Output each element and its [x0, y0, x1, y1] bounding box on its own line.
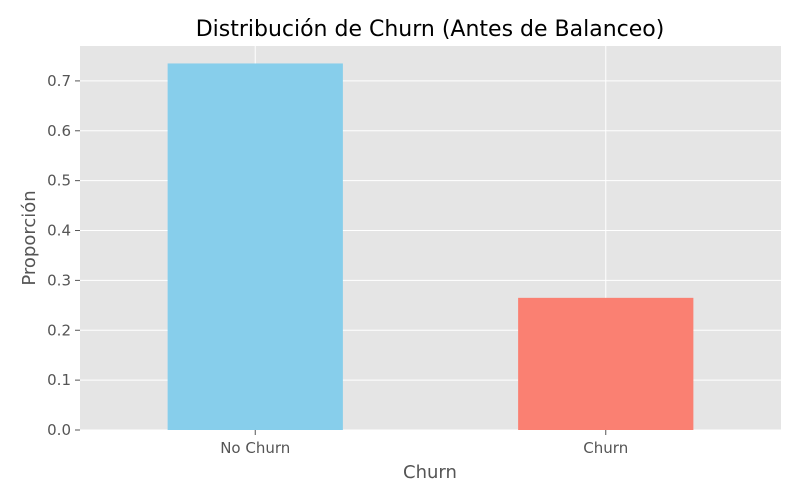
y-tick-label: 0.3	[47, 271, 71, 289]
x-axis-label: Churn	[403, 462, 457, 483]
x-tick-label: Churn	[583, 439, 628, 457]
y-tick-label: 0.2	[47, 321, 71, 339]
y-tick-label: 0.7	[47, 72, 71, 90]
x-tick-label: No Churn	[220, 439, 290, 457]
y-tick-label: 0.4	[47, 222, 71, 240]
bar-churn	[518, 297, 694, 430]
y-axis-ticks: 0.0 0.1 0.2 0.3 0.4 0.5 0.6 0.7	[47, 72, 80, 439]
x-axis-ticks: No Churn Churn	[220, 430, 628, 457]
chart-title: Distribución de Churn (Antes de Balanceo…	[196, 17, 665, 42]
y-tick-label: 0.0	[47, 421, 71, 439]
bar-no-churn	[167, 63, 343, 431]
y-tick-label: 0.6	[47, 122, 71, 140]
bars	[167, 63, 694, 431]
y-tick-label: 0.1	[47, 371, 71, 389]
y-tick-label: 0.5	[47, 172, 71, 190]
y-axis-label: Proporción	[19, 190, 40, 285]
